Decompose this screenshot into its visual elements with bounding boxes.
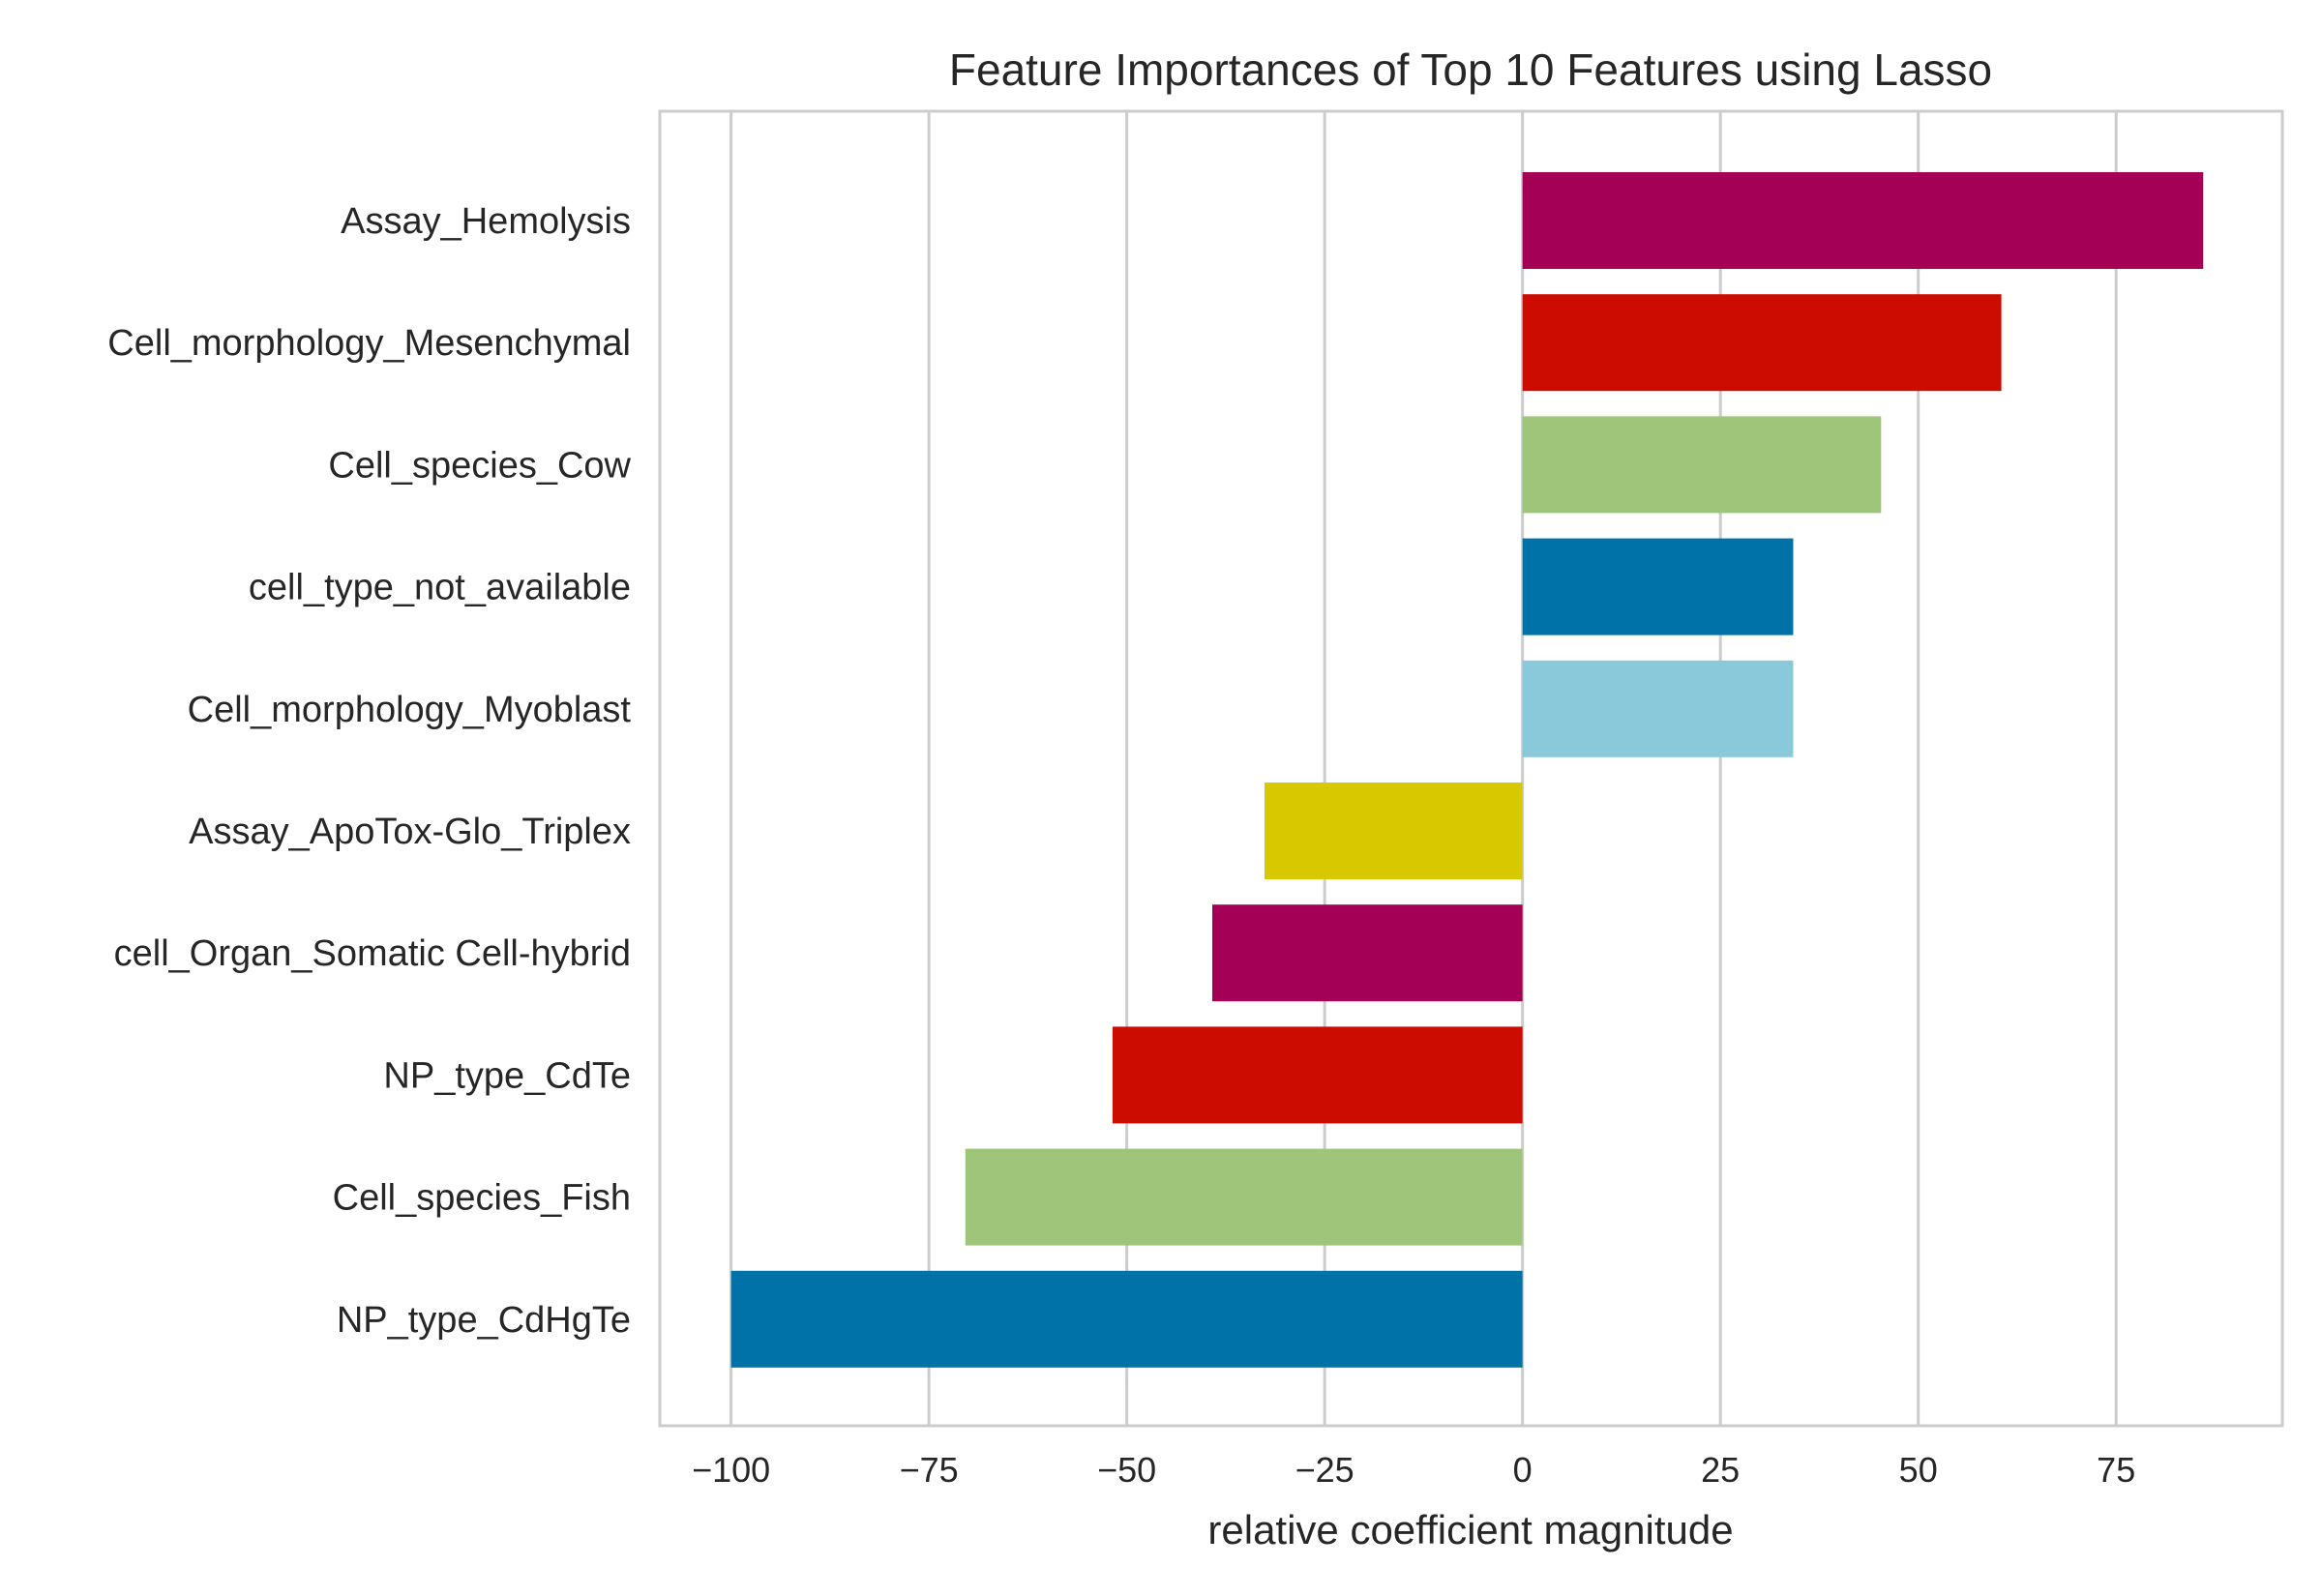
bar [1522, 538, 1794, 635]
category-label: Assay_Hemolysis [341, 201, 631, 242]
x-tick-label: 0 [1513, 1450, 1533, 1490]
x-tick-label: 25 [1701, 1450, 1740, 1490]
category-label: NP_type_CdTe [383, 1055, 631, 1096]
category-label: NP_type_CdHgTe [337, 1300, 631, 1341]
category-label: Cell_species_Fish [333, 1178, 631, 1219]
category-label: Assay_ApoTox-Glo_Triplex [189, 812, 631, 852]
chart-title: Feature Importances of Top 10 Features u… [949, 44, 1992, 95]
bar [1264, 783, 1523, 879]
plot-frame [658, 109, 2284, 1428]
bar [1522, 660, 1794, 757]
category-labels: Assay_Hemolysis Cell_morphology_Mesenchym… [107, 201, 631, 1341]
bars [730, 172, 2204, 1368]
x-tick-label: −50 [1097, 1450, 1156, 1490]
x-tick-label: 50 [1899, 1450, 1938, 1490]
x-tick-label: −100 [692, 1450, 770, 1490]
category-label: cell_Organ_Somatic Cell-hybrid [114, 933, 631, 974]
bar [730, 1270, 1523, 1368]
bar [1522, 172, 2204, 269]
x-tick-labels: −100 −75 −50 −25 0 25 50 75 [692, 1450, 2135, 1490]
bar [965, 1148, 1523, 1246]
category-label: Cell_morphology_Myoblast [188, 690, 632, 730]
bar [1522, 416, 1882, 514]
bar [1112, 1026, 1523, 1124]
category-label: Cell_morphology_Mesenchymal [107, 323, 631, 364]
bar [1211, 904, 1523, 1002]
x-tick-label: −25 [1295, 1450, 1354, 1490]
x-tick-label: 75 [2097, 1450, 2135, 1490]
category-label: Cell_species_Cow [328, 445, 631, 486]
x-tick-label: −75 [900, 1450, 959, 1490]
bar [1522, 294, 2002, 392]
x-axis-label: relative coefficient magnitude [1207, 1507, 1733, 1552]
category-label: cell_type_not_available [249, 568, 631, 608]
